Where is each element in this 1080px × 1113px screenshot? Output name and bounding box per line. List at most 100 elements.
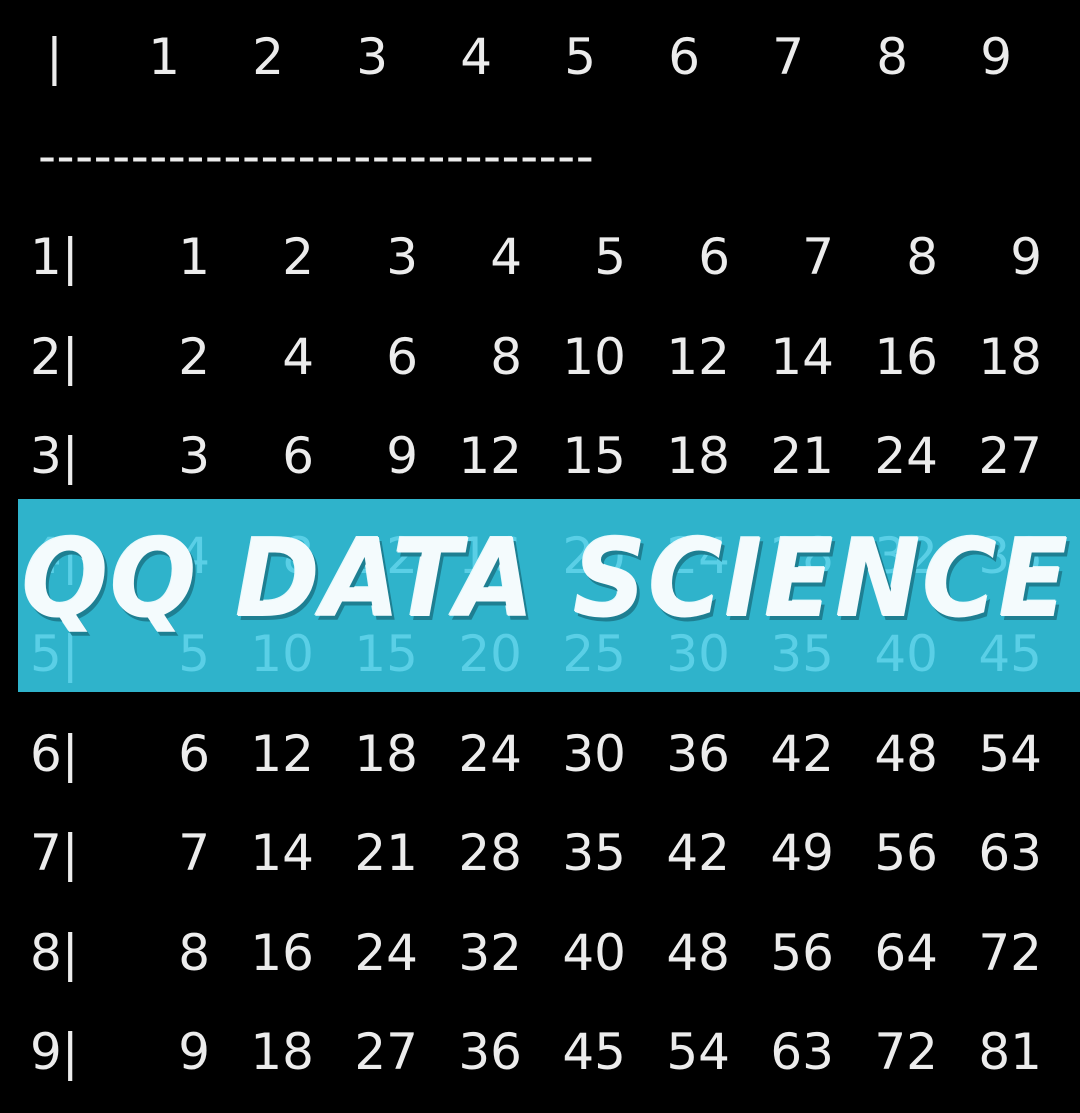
table-row: 7| 7 14 21 28 35 42 49 56 63 [0,818,1080,888]
table-cell: 54 [978,725,1042,783]
table-cell: 9 [386,427,418,485]
table-cell: 4 [178,527,210,585]
table-cell: 28 [458,824,522,882]
table-cell: 63 [978,824,1042,882]
table-cell: 4 [490,228,522,286]
table-cell: 72 [874,1023,938,1081]
table-cell: 48 [874,725,938,783]
table-cell: 30 [562,725,626,783]
table-cell: 24 [354,924,418,982]
table-cell: 72 [978,924,1042,982]
table-cell: 1 [178,228,210,286]
row-label: 3| [30,427,79,485]
table-cell: 81 [978,1023,1042,1081]
table-cell: 18 [978,328,1042,386]
table-cell: 12 [458,427,522,485]
table-cell: 4 [282,328,314,386]
table-cell: 8 [490,328,522,386]
row-label: 8| [30,924,79,982]
table-cell: 48 [666,924,730,982]
table-cell: 63 [770,1023,834,1081]
column-header: 1 [148,28,180,86]
table-cell: 56 [770,924,834,982]
table-header-row: | 1 2 3 4 5 6 7 8 9 [0,22,1080,92]
table-cell: 8 [906,228,938,286]
table-cell: 6 [282,427,314,485]
header-row-label: | [46,28,63,86]
row-label: 9| [30,1023,79,1081]
table-cell: 6 [178,725,210,783]
table-cell: 32 [458,924,522,982]
table-cell: 5 [594,228,626,286]
column-header: 5 [564,28,596,86]
table-cell: 49 [770,824,834,882]
row-label: 6| [30,725,79,783]
table-cell: 16 [250,924,314,982]
table-cell: 27 [354,1023,418,1081]
table-cell: 32 [874,527,938,585]
table-cell: 24 [666,527,730,585]
column-header: 4 [460,28,492,86]
table-cell: 9 [1010,228,1042,286]
row-label: 2| [30,328,79,386]
table-cell: 7 [802,228,834,286]
table-cell: 18 [354,725,418,783]
row-label: 1| [30,228,79,286]
table-cell: 8 [178,924,210,982]
table-cell: 64 [874,924,938,982]
table-cell: 21 [770,427,834,485]
table-cell: 18 [250,1023,314,1081]
table-cell: 45 [562,1023,626,1081]
table-cell: 16 [874,328,938,386]
table-row: 9| 9 18 27 36 45 54 63 72 81 [0,1017,1080,1087]
table-cell: 42 [666,824,730,882]
table-cell: 9 [178,1023,210,1081]
column-header: 3 [356,28,388,86]
table-cell: 42 [770,725,834,783]
table-cell: 20 [458,625,522,683]
row-label: 4| [30,527,79,585]
table-cell: 36 [458,1023,522,1081]
banner-title: QQ DATA SCIENCE [22,517,1071,642]
table-cell: 21 [354,824,418,882]
table-cell: 28 [770,527,834,585]
table-cell: 12 [354,527,418,585]
column-header: 9 [980,28,1012,86]
table-cell: 3 [386,228,418,286]
table-cell: 12 [666,328,730,386]
table-cell: 54 [666,1023,730,1081]
table-row: 1| 1 2 3 4 5 6 7 8 9 [0,222,1080,292]
qq-data-science-banner: 4| 4 8 12 16 20 24 28 32 36 5| 5 10 15 20 25 30 35 40 45 QQ… [18,499,1080,692]
table-row: 5| 5 10 15 20 25 30 35 40 45 [18,619,1080,689]
table-cell: 30 [666,625,730,683]
table-cell: 8 [282,527,314,585]
table-cell: 20 [562,527,626,585]
row-label: 5| [30,625,79,683]
table-row: 2| 2 4 6 8 10 12 14 16 18 [0,322,1080,392]
column-header: 7 [772,28,804,86]
table-cell: 35 [770,625,834,683]
table-cell: 5 [178,625,210,683]
table-cell: 12 [250,725,314,783]
table-cell: 36 [666,725,730,783]
table-row: 4| 4 8 12 16 20 24 28 32 36 [18,521,1080,591]
column-header: 2 [252,28,284,86]
column-header: 6 [668,28,700,86]
table-cell: 45 [978,625,1042,683]
table-cell: 15 [562,427,626,485]
table-row: 8| 8 16 24 32 40 48 56 64 72 [0,918,1080,988]
table-cell: 6 [698,228,730,286]
table-cell: 2 [178,328,210,386]
table-cell: 14 [250,824,314,882]
table-cell: 15 [354,625,418,683]
table-cell: 18 [666,427,730,485]
row-label: 7| [30,824,79,882]
table-cell: 24 [874,427,938,485]
table-row: 6| 6 12 18 24 30 36 42 48 54 [0,719,1080,789]
table-cell: 35 [562,824,626,882]
table-cell: 14 [770,328,834,386]
header-divider-line: ------------------------------ [38,127,595,185]
table-cell: 10 [250,625,314,683]
table-cell: 56 [874,824,938,882]
